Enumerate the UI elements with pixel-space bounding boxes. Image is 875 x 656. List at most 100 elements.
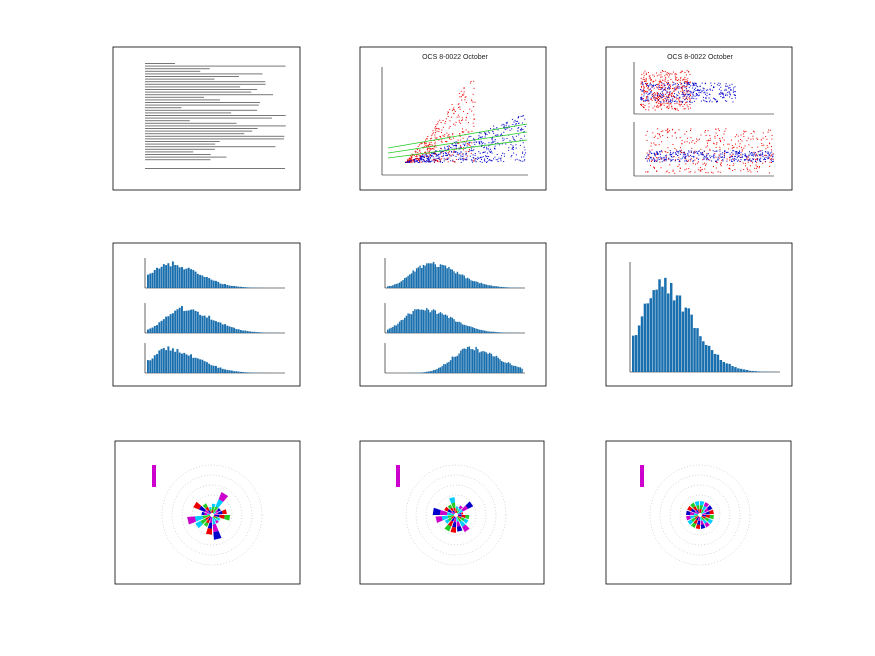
hist-bar [731,366,734,372]
dot [740,146,742,148]
dot [739,156,741,158]
dot [518,127,520,129]
dot [506,121,508,123]
dot [720,92,722,94]
rose-wedge [687,519,693,525]
dot [751,162,753,164]
dot [673,82,675,84]
dot [645,84,647,86]
dot [470,150,472,152]
dot [660,167,662,169]
rose-wedge [700,524,706,529]
dot [717,158,719,160]
dot [706,145,708,147]
text-line [145,78,215,80]
dot [658,74,660,76]
panel-frame[interactable] [605,46,793,191]
dot [678,79,680,81]
dot [423,159,425,161]
dot [698,90,700,92]
dot [717,135,719,137]
dot [738,153,740,155]
dot [719,148,721,150]
dot [459,147,461,149]
dot [660,81,662,83]
dot [767,158,769,160]
dot [671,135,673,137]
hist-bar [465,348,467,373]
dot [427,161,429,163]
dot [751,152,753,154]
rose-wedge [465,501,474,509]
rose-ring [435,494,477,536]
dot [647,87,649,89]
dot [659,88,661,90]
dot [427,155,429,157]
dot [677,80,679,82]
dot [640,85,642,87]
dot [717,171,719,173]
dot [762,132,764,134]
dot [515,154,517,156]
dot [681,82,683,84]
panel-frame[interactable] [112,242,301,387]
rose-wedge [456,508,458,512]
dot [410,159,412,161]
dot [731,147,733,149]
hist-bar [217,322,220,333]
rose-wedge [224,515,231,521]
dot [459,153,461,155]
rose-wedge [701,510,706,515]
dot [697,95,699,97]
dot [770,155,772,157]
dot [469,145,471,147]
dot [649,88,651,90]
dot [426,145,428,147]
rose-wedge [205,515,211,521]
hist-bar [448,266,450,288]
dot [680,77,682,79]
dot [680,71,682,73]
dot [434,136,436,138]
dot [680,149,682,151]
dot [703,158,705,160]
dot [734,97,736,99]
dot [505,124,507,126]
dot [751,147,753,149]
hist-bar [477,281,479,288]
hist-bar [260,332,263,333]
dot [679,72,681,74]
dot [419,157,421,159]
dot [658,86,660,88]
dot [512,148,514,150]
dot [759,158,761,160]
dot [441,156,443,158]
dot [505,126,507,128]
rose-wedge [208,516,212,521]
panel-frame[interactable] [359,46,547,191]
dot [714,137,716,139]
dot [439,159,441,161]
dot [676,88,678,90]
dot [736,157,738,159]
hist-bar [398,282,401,288]
hist-bar [183,352,186,373]
dot [771,154,773,156]
dot [685,98,687,100]
rose-wedge [212,523,219,533]
dot [661,161,663,163]
hist-bar [451,356,454,373]
text-line [145,70,201,72]
dot [684,153,686,155]
dot [425,145,427,147]
dot [694,84,696,86]
text-line [145,135,285,137]
dot [427,135,429,137]
hist-bar [221,368,224,373]
dot [448,157,450,159]
dot [506,138,508,140]
dot [706,153,708,155]
dot [435,159,437,161]
dot [721,153,723,155]
dot [659,156,661,158]
